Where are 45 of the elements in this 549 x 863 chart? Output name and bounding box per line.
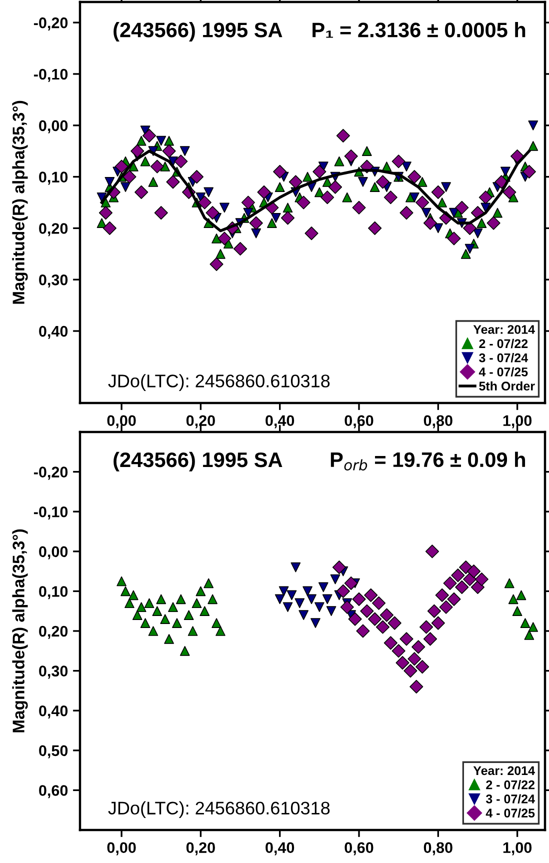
annotation: JDo(LTC): 2456860.610318: [108, 374, 330, 391]
x-tick-label: 0,20: [186, 842, 215, 856]
text: (243566) 1995 SA: [114, 22, 282, 42]
legend-label: 4 - 07/25: [486, 808, 535, 818]
text: P₁ = 2.3136 ± 0.0005 h: [312, 22, 526, 38]
y-tick-label: 0,50: [39, 745, 68, 758]
x-tick-label: 0,60: [344, 415, 374, 428]
y-tick-label: 0,00: [39, 546, 68, 560]
y-tick-label: 0,40: [39, 326, 68, 339]
y-tick-label: -0,10: [34, 68, 68, 82]
text: (243566) 1995 SA: [114, 452, 282, 472]
y-axis-title: Magnitude(R) alpha(35,3°): [12, 529, 28, 732]
legend-label: 2 - 07/22: [486, 780, 535, 790]
text: P$_{orb}$ = 19.76 ± 0.09 h: [330, 452, 526, 471]
x-tick-label: 0,00: [107, 842, 136, 856]
x-tick-label: 0,40: [266, 415, 294, 428]
y-tick-label: 0,30: [39, 274, 68, 288]
y-axis-title: Magnitude(R) alpha(35,3°): [12, 100, 28, 304]
legend-label: 3 - 07/24: [479, 353, 528, 362]
x-tick-label: 0,20: [186, 415, 215, 428]
y-tick-label: 0,10: [39, 172, 68, 185]
y-tick-label: -0,10: [34, 506, 68, 520]
annotation: JDo(LTC): 2456860.610318: [108, 801, 330, 818]
legend-label: 3 - 07/24: [486, 794, 535, 804]
y-tick-label: -0,20: [34, 17, 68, 30]
x-tick-label: 0,40: [266, 842, 294, 856]
x-tick-label: 0,80: [424, 842, 452, 856]
legend-title: Year: 2014: [473, 325, 535, 334]
y-tick-label: -0,20: [34, 466, 68, 480]
legend-label: 4 - 07/25: [478, 367, 528, 377]
legend-label: 2 - 07/22: [479, 338, 528, 348]
y-tick-label: 0,20: [39, 223, 68, 236]
y-tick-label: 0,20: [39, 626, 68, 639]
x-tick-label: 0,60: [344, 842, 374, 856]
x-tick-label: 0,80: [424, 415, 452, 428]
legend-label: 5th Order: [479, 381, 535, 391]
x-tick-label: 1,00: [503, 415, 532, 428]
y-tick-label: 0,60: [39, 785, 68, 798]
y-tick-label: 0,00: [39, 120, 68, 134]
y-tick-label: 0,30: [39, 666, 68, 679]
y-tick-label: 0,10: [39, 586, 68, 600]
legend-title: Year: 2014: [473, 766, 535, 776]
y-tick-label: 0,40: [39, 705, 68, 718]
x-tick-label: 1,00: [503, 842, 532, 856]
x-tick-label: 0,00: [107, 415, 136, 428]
